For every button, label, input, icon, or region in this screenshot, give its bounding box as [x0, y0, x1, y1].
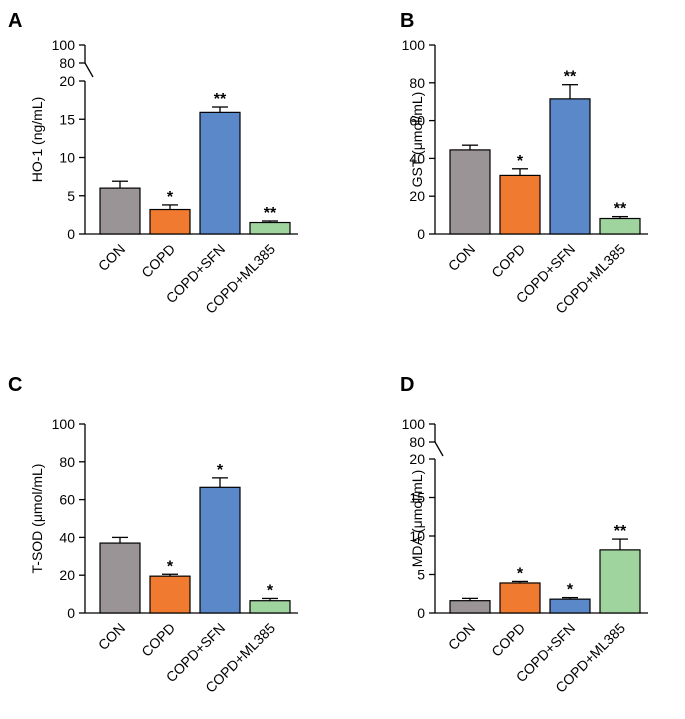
y-tick-label: 20: [59, 73, 75, 89]
bar-con: [99, 542, 141, 614]
category-label: COPD: [488, 241, 528, 281]
bar-copd-ml385: [249, 600, 291, 614]
category-label: COPD: [138, 241, 178, 281]
y-tick-label: 5: [417, 567, 425, 583]
bar-con: [99, 187, 141, 235]
panel-letter: A: [8, 10, 22, 32]
y-tick-label: 10: [409, 528, 425, 544]
y-tick-label-upper: 100: [52, 37, 76, 53]
y-tick-label: 80: [59, 454, 75, 470]
y-tick-label-upper: 100: [402, 416, 426, 432]
bar-copd: [499, 582, 541, 614]
y-tick-label: 80: [409, 75, 425, 91]
bar-copd-sfn: [199, 486, 241, 614]
panel-letter: B: [400, 10, 414, 32]
bar-con: [449, 149, 491, 235]
bar-copd: [149, 208, 191, 235]
significance-marker: *: [567, 582, 574, 599]
bar-copd: [499, 174, 541, 235]
y-axis-title: T-SOD (μmol/mL): [29, 464, 45, 574]
panel-letter: D: [400, 374, 414, 396]
y-tick-label: 15: [409, 490, 425, 506]
y-tick-label: 60: [59, 492, 75, 508]
y-tick-label: 0: [67, 226, 75, 242]
significance-marker: *: [217, 462, 224, 479]
category-label: CON: [95, 241, 128, 274]
significance-marker: **: [564, 69, 577, 86]
bar-copd-sfn: [549, 98, 591, 235]
y-tick-label: 100: [402, 37, 426, 53]
axis-break-mark: [84, 62, 94, 78]
y-tick-label: 20: [409, 451, 425, 467]
significance-marker: *: [167, 189, 174, 206]
significance-marker: **: [264, 205, 277, 222]
significance-marker: **: [614, 201, 627, 218]
bar-copd-ml385: [249, 221, 291, 235]
panel-letter: C: [8, 374, 22, 396]
significance-marker: *: [517, 565, 524, 582]
y-tick-label: 0: [417, 605, 425, 621]
significance-marker: *: [267, 582, 274, 599]
y-axis-title: GST (μmol/mL): [409, 92, 425, 188]
significance-marker: *: [517, 153, 524, 170]
y-tick-label: 40: [59, 529, 75, 545]
category-label: COPD: [138, 620, 178, 660]
category-label: CON: [445, 620, 478, 653]
category-label: CON: [95, 620, 128, 653]
axis-break-mark: [434, 441, 444, 457]
y-tick-label: 5: [67, 188, 75, 204]
bar-copd: [149, 575, 191, 614]
y-tick-label: 20: [59, 567, 75, 583]
y-tick-label: 0: [417, 226, 425, 242]
y-tick-label: 20: [409, 188, 425, 204]
bar-copd-ml385: [599, 549, 641, 614]
y-tick-label-upper: 80: [59, 55, 75, 71]
y-tick-label-upper: 80: [409, 434, 425, 450]
bar-copd-sfn: [199, 111, 241, 235]
bar-copd-sfn: [549, 598, 591, 614]
y-tick-label: 100: [52, 416, 76, 432]
category-label: CON: [445, 241, 478, 274]
significance-marker: **: [614, 523, 627, 540]
bar-con: [449, 600, 491, 614]
y-tick-label: 60: [409, 113, 425, 129]
y-tick-label: 40: [409, 150, 425, 166]
significance-marker: *: [167, 558, 174, 575]
bar-copd-ml385: [599, 217, 641, 235]
y-tick-label: 15: [59, 111, 75, 127]
y-axis-title: MDA (μmol/mL): [409, 470, 425, 568]
significance-marker: **: [214, 91, 227, 108]
category-label: COPD: [488, 620, 528, 660]
y-tick-label: 0: [67, 605, 75, 621]
y-axis-title: HO-1 (ng/mL): [29, 97, 45, 183]
y-tick-label: 10: [59, 150, 75, 166]
